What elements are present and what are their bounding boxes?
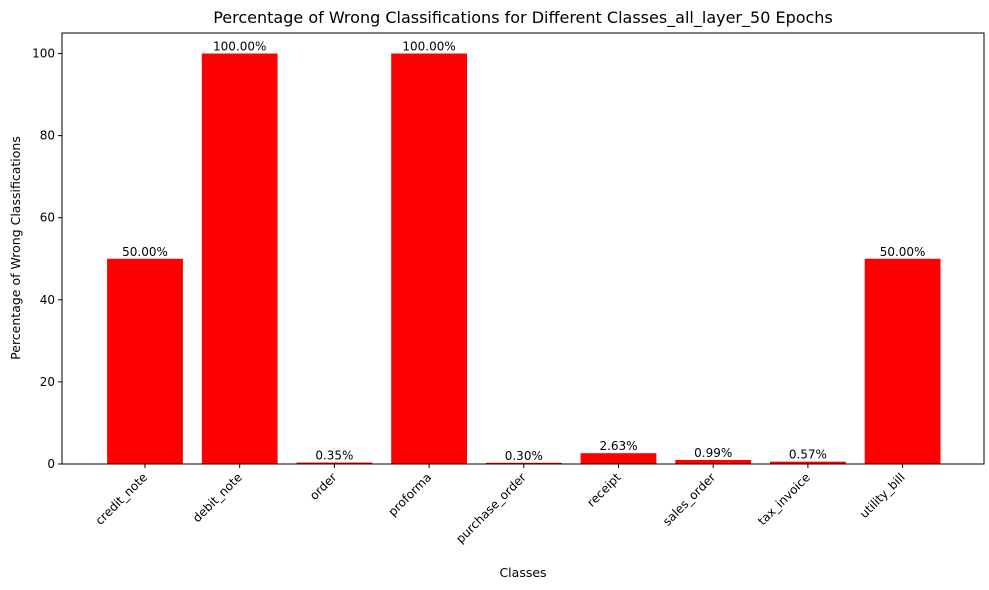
x-tick-label: debit_note xyxy=(190,470,245,525)
bar-purchase-order xyxy=(485,462,562,464)
y-tick-label: 20 xyxy=(40,375,55,389)
data-labels-group: 50.00% 100.00% 0.35% 100.00% 0.30% 2.63% 0.99%… xyxy=(122,40,925,463)
bar-proforma xyxy=(391,53,467,465)
y-axis: 0 20 40 60 80 100 xyxy=(32,47,62,471)
y-tick-label: 80 xyxy=(40,129,55,143)
x-axis-label: Classes xyxy=(499,565,546,580)
bar-value-label: 100.00% xyxy=(213,40,266,54)
x-tick-label: purchase_order xyxy=(453,470,529,546)
bar-value-label: 50.00% xyxy=(122,245,168,259)
y-tick-label: 60 xyxy=(40,211,55,225)
bar-value-label: 0.35% xyxy=(315,449,353,463)
y-tick-label: 40 xyxy=(40,293,55,307)
bar-value-label: 0.57% xyxy=(789,448,827,462)
x-tick-label: credit_note xyxy=(93,470,151,528)
bar-tax-invoice xyxy=(770,461,846,464)
bar-value-label: 0.99% xyxy=(694,446,732,460)
bar-credit-note xyxy=(107,258,183,464)
bar-value-label: 2.63% xyxy=(599,439,637,453)
bar-value-label: 0.30% xyxy=(505,449,543,463)
y-tick-label: 100 xyxy=(32,47,55,61)
bar-debit-note xyxy=(201,53,278,465)
chart-title: Percentage of Wrong Classifications for … xyxy=(213,8,833,28)
bar-value-label: 100.00% xyxy=(402,40,455,54)
x-tick-label: utility_bill xyxy=(857,470,908,521)
x-tick-label: proforma xyxy=(385,470,434,519)
bar-order xyxy=(296,462,373,464)
y-axis-label: Percentage of Wrong Classifications xyxy=(8,136,23,360)
plot-frame xyxy=(61,32,985,465)
y-tick-label: 0 xyxy=(47,457,55,471)
bar-value-label: 50.00% xyxy=(880,245,926,259)
x-tick-label: order xyxy=(307,470,340,503)
bars-group xyxy=(107,53,941,465)
bar-sales-order xyxy=(675,459,752,464)
x-tick-label: receipt xyxy=(584,470,624,510)
bar-receipt xyxy=(580,453,657,464)
x-tick-label: sales_order xyxy=(660,470,718,528)
x-axis: credit_note debit_note order proforma purcha… xyxy=(93,464,908,546)
bar-utility-bill xyxy=(864,258,941,464)
x-tick-label: tax_invoice xyxy=(755,470,813,528)
